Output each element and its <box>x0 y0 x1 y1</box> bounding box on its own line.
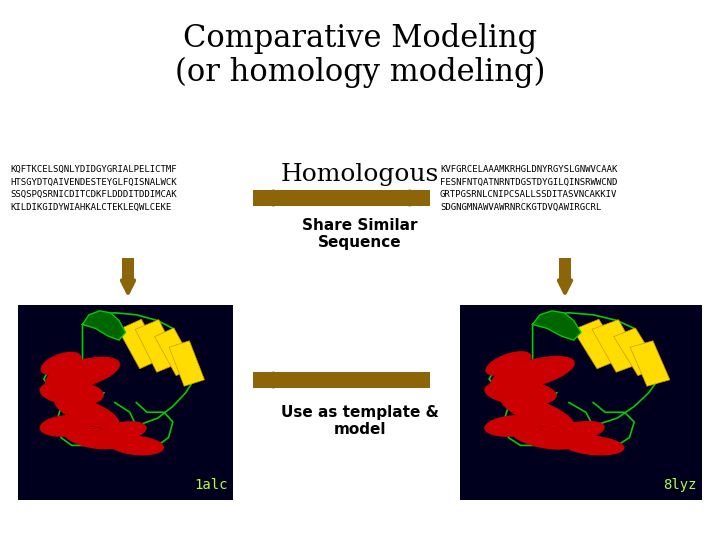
Polygon shape <box>630 341 670 386</box>
Polygon shape <box>533 311 581 340</box>
Text: KVFGRCELAAAMKRHGLDNYRGYSLGNWVCAAK
FESNFNTQATNRNTDGSTDYGILQINSRWWCND
GRTPGSRNLCNI: KVFGRCELAAAMKRHGLDNYRGYSLGNWVCAAK FESNFN… <box>440 165 617 212</box>
Polygon shape <box>83 311 125 340</box>
Ellipse shape <box>511 426 578 450</box>
Text: 1alc: 1alc <box>194 478 228 492</box>
Polygon shape <box>118 319 163 369</box>
Bar <box>253 190 430 206</box>
Text: 8lyz: 8lyz <box>664 478 697 492</box>
Text: Homologous: Homologous <box>281 163 439 186</box>
Bar <box>122 258 134 286</box>
Text: (or homology modeling): (or homology modeling) <box>175 56 545 87</box>
Polygon shape <box>592 320 643 372</box>
Bar <box>18 305 233 500</box>
Ellipse shape <box>109 435 164 455</box>
Ellipse shape <box>40 352 81 375</box>
Ellipse shape <box>485 380 557 406</box>
Ellipse shape <box>562 435 624 456</box>
Text: Comparative Modeling: Comparative Modeling <box>183 23 537 53</box>
Ellipse shape <box>40 380 104 406</box>
Bar <box>559 258 571 286</box>
Ellipse shape <box>63 426 123 449</box>
Ellipse shape <box>96 421 147 442</box>
Ellipse shape <box>485 415 542 437</box>
Polygon shape <box>135 320 180 372</box>
Ellipse shape <box>547 421 605 443</box>
Polygon shape <box>155 328 195 376</box>
Text: Share Similar
Sequence: Share Similar Sequence <box>302 218 418 251</box>
Polygon shape <box>613 328 660 376</box>
Bar <box>253 372 430 388</box>
Text: Use as template &
model: Use as template & model <box>281 405 439 437</box>
Ellipse shape <box>40 415 91 437</box>
Ellipse shape <box>490 356 575 390</box>
Ellipse shape <box>485 351 531 376</box>
Polygon shape <box>169 341 204 386</box>
Text: KQFTKCELSQNLYDIDGYGRIALPELICTMF
HTSGYDTQAIVENDESTEYGLFQISNALWCK
SSQSPQSRNICDITCD: KQFTKCELSQNLYDIDGYGRIALPELICTMF HTSGYDTQ… <box>10 165 176 212</box>
Ellipse shape <box>45 357 120 390</box>
Polygon shape <box>573 319 623 369</box>
Ellipse shape <box>54 396 120 428</box>
Bar <box>460 305 702 500</box>
Ellipse shape <box>501 395 574 429</box>
